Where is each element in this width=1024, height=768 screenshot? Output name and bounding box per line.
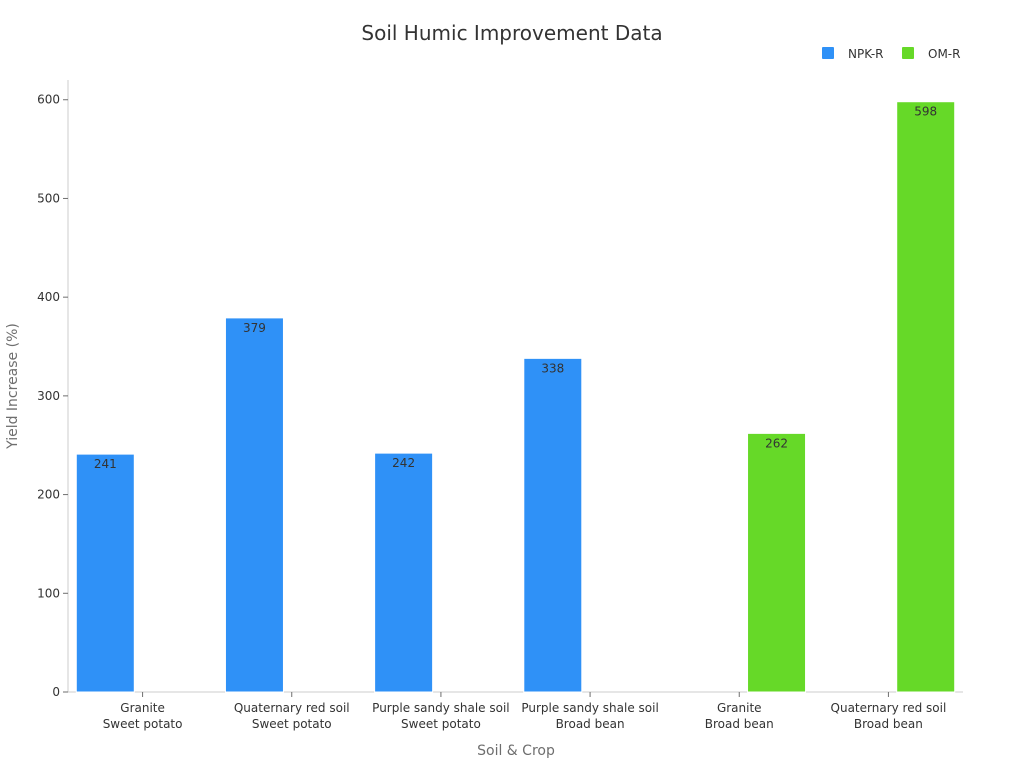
x-tick-label: Broad bean [705,717,774,731]
legend-swatch-om-r [902,47,914,59]
y-tick-label: 200 [37,488,60,502]
y-tick-label: 500 [37,191,60,205]
bar-value-label: 241 [94,457,117,471]
y-tick-label: 0 [52,685,60,699]
x-tick-label: Sweet potato [103,717,183,731]
y-tick-label: 300 [37,389,60,403]
x-tick-label: Broad bean [556,717,625,731]
chart-title: Soil Humic Improvement Data [361,21,662,45]
bar-npk-r [224,317,284,693]
bar-value-label: 242 [392,456,415,470]
x-tick-label: Broad bean [854,717,923,731]
x-tick-label: Quaternary red soil [234,701,350,715]
y-tick-label: 100 [37,586,60,600]
y-axis-ticks: 0 100 200 300 400 500 600 [37,93,68,699]
x-tick-label: Quaternary red soil [831,701,947,715]
bar-value-label: 262 [765,436,788,450]
bar-om-r [896,101,956,693]
legend-label-npk-r: NPK-R [848,47,884,61]
bar-npk-r [75,453,135,693]
bar-om-r [747,432,807,693]
data-labels: 241 379 242 338 262 598 [94,105,937,471]
bar-value-label: 598 [914,105,937,119]
bar-npk-r [523,357,583,693]
x-tick-label: Sweet potato [401,717,481,731]
bar-value-label: 379 [243,321,266,335]
x-tick-label: Purple sandy shale soil [372,701,509,715]
x-tick-label: Purple sandy shale soil [521,701,658,715]
x-tick-label: Granite [120,701,165,715]
x-axis-title: Soil & Crop [477,743,555,759]
legend-label-om-r: OM-R [928,47,960,61]
x-tick-label: Sweet potato [252,717,332,731]
y-tick-label: 600 [37,93,60,107]
x-axis-ticks: Granite Sweet potato Quaternary red soil Sw… [103,692,947,731]
bar-value-label: 338 [541,361,564,375]
y-tick-label: 400 [37,290,60,304]
bars [75,101,956,693]
x-tick-label: Granite [717,701,762,715]
legend-swatch-npk-r [822,47,834,59]
legend: NPK-R OM-R [822,47,960,61]
bar-npk-r [374,452,434,693]
y-axis-title: Yield Increase (%) [5,323,21,450]
